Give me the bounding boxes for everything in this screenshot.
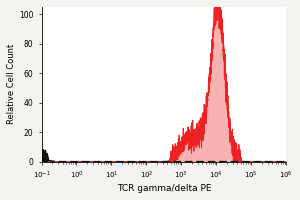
X-axis label: TCR gamma/delta PE: TCR gamma/delta PE [117, 184, 211, 193]
Y-axis label: Relative Cell Count: Relative Cell Count [7, 44, 16, 124]
